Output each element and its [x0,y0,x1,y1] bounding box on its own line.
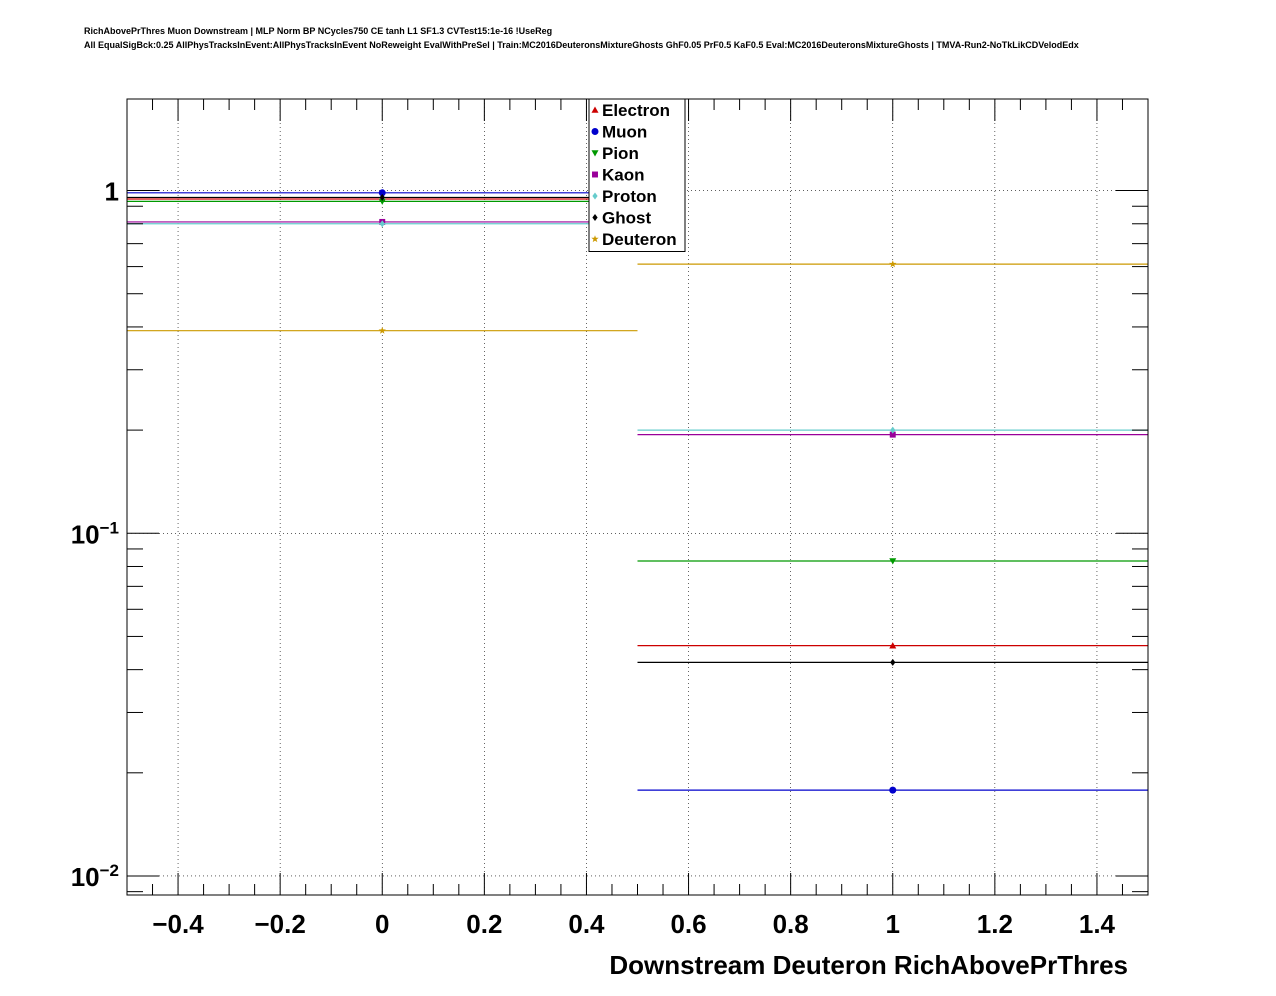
x-tick-label: 1.4 [1079,909,1116,939]
legend-marker [592,214,598,221]
data-point [379,220,385,228]
data-point [378,326,386,334]
tick-labels: −0.4 −0.2 0 0.2 0.4 0.6 0.8 1 1.2 1.4 1 10−1 10−2 [71,177,1116,939]
data-point [889,786,897,794]
data-point [889,431,896,438]
legend-label: Pion [602,144,639,163]
y-tick-label: 10−2 [71,861,119,892]
legend-label: Ghost [602,209,651,228]
data-point [378,189,386,197]
series-pion [127,198,1148,565]
legend: Electron Muon Pion Kaon Proton Ghost Deuteron [588,98,686,252]
legend-box [588,98,686,252]
series-deuteron [127,260,1148,334]
series-ghost [127,193,1148,666]
x-tick-label: −0.2 [254,909,305,939]
x-tick-label: 0 [375,909,389,939]
legend-label: Deuteron [602,230,677,249]
series-proton [127,220,1148,434]
y-tick-label: 1 [105,177,119,207]
legend-label: Proton [602,187,657,206]
series-muon [127,189,1148,794]
legend-marker [591,128,599,135]
data-series [127,189,1148,794]
data-point [889,558,897,565]
legend-marker [591,235,599,243]
chart-title-line-1: RichAbovePrThres Muon Downstream | MLP N… [84,26,553,36]
data-point [890,426,896,434]
data-point [889,642,897,649]
x-axis-label: Downstream Deuteron RichAbovePrThres [609,950,1128,980]
x-tick-label: 0.4 [568,909,605,939]
x-tick-label: 0.2 [466,909,502,939]
data-point [890,658,896,666]
data-point [889,260,897,268]
x-tick-label: 1.2 [977,909,1013,939]
legend-marker [591,150,599,157]
x-tick-label: 1 [886,909,900,939]
legend-label: Electron [602,101,670,120]
legend-marker [591,106,599,113]
legend-marker [592,192,598,200]
grid-lines [127,99,1148,895]
y-tick-label: 10−1 [71,518,119,549]
x-tick-label: 0.8 [773,909,809,939]
axis-ticks [126,99,1149,895]
x-tick-label: 0.6 [670,909,706,939]
legend-label: Muon [602,123,647,142]
legend-marker [592,171,598,178]
data-point [379,193,385,201]
chart-title-line-2: All EqualSigBck:0.25 AllPhysTracksInEven… [84,40,1079,50]
legend-label: Kaon [602,166,645,185]
data-point [378,198,386,205]
x-tick-label: −0.4 [152,909,204,939]
